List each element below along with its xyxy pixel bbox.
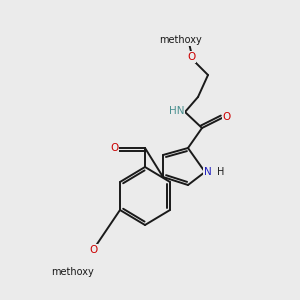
Text: O: O <box>89 245 97 255</box>
Text: O: O <box>110 143 118 153</box>
Text: O: O <box>188 52 196 62</box>
Text: O: O <box>222 112 231 122</box>
Text: HN: HN <box>169 106 184 116</box>
Text: methoxy: methoxy <box>159 35 201 45</box>
Text: methoxy: methoxy <box>51 267 93 277</box>
Text: H: H <box>217 167 224 177</box>
Text: N: N <box>204 167 212 177</box>
